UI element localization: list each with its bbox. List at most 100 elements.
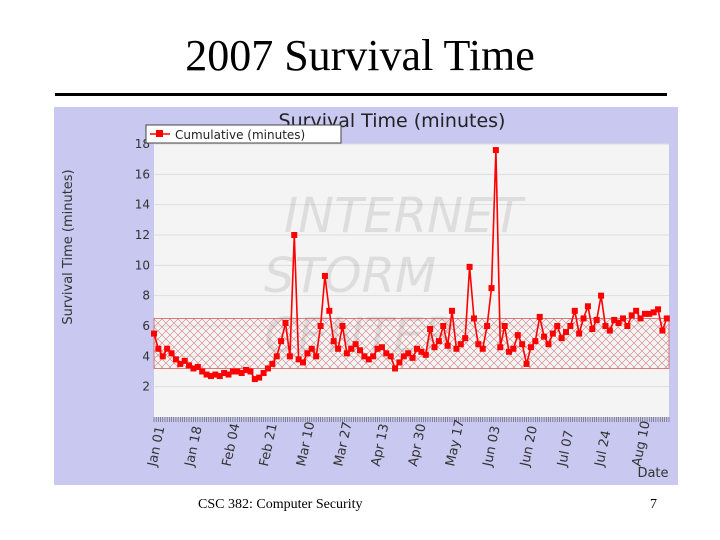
data-point: [159, 353, 166, 360]
data-point: [286, 353, 293, 360]
data-point: [466, 263, 473, 270]
title-rule: [55, 93, 667, 96]
data-point: [545, 341, 552, 348]
data-point: [291, 232, 298, 238]
series-markers: [151, 147, 670, 383]
data-point: [387, 353, 394, 360]
data-point: [497, 344, 504, 351]
data-point: [326, 307, 333, 314]
legend: Cumulative (minutes): [145, 124, 342, 144]
y-axis-label: Survival Time (minutes): [61, 169, 76, 324]
y-tick-label: 8: [142, 289, 150, 303]
data-point: [532, 338, 539, 345]
data-point: [510, 345, 517, 352]
data-point: [541, 333, 548, 340]
data-point: [431, 344, 438, 351]
data-point: [641, 310, 648, 317]
y-tick-label: 16: [135, 167, 150, 181]
data-point: [313, 353, 320, 360]
data-point: [549, 330, 556, 337]
data-point: [584, 303, 591, 310]
data-point: [194, 363, 201, 370]
data-point: [155, 345, 162, 352]
data-point: [619, 315, 626, 322]
data-point: [361, 353, 368, 360]
data-point: [295, 356, 302, 363]
data-point: [637, 315, 644, 322]
data-point: [563, 329, 569, 336]
data-point: [225, 371, 232, 378]
data-point: [589, 326, 596, 333]
data-point: [181, 357, 188, 364]
data-point: [352, 341, 359, 348]
data-point: [396, 359, 403, 366]
data-point: [229, 368, 236, 375]
data-point: [655, 306, 662, 313]
data-point: [624, 323, 631, 329]
data-point: [523, 360, 530, 367]
data-point: [335, 345, 342, 352]
data-point: [151, 330, 157, 337]
data-point: [409, 354, 416, 361]
y-tick-label: 2: [142, 380, 150, 394]
data-point: [269, 360, 276, 367]
legend-label: Cumulative (minutes): [175, 128, 305, 142]
data-point: [413, 345, 420, 352]
data-point: [470, 315, 477, 322]
data-point: [514, 332, 521, 339]
data-point: [234, 368, 241, 375]
data-point: [247, 368, 254, 375]
data-point: [321, 272, 328, 279]
footer-course: CSC 382: Computer Security: [198, 497, 363, 512]
x-axis-label: Date: [637, 466, 668, 481]
data-point: [383, 350, 390, 357]
data-point: [646, 310, 653, 317]
data-point: [435, 338, 442, 345]
data-point: [317, 323, 324, 329]
data-point: [392, 365, 399, 372]
data-point: [606, 327, 613, 334]
data-point: [422, 351, 429, 358]
data-point: [462, 335, 469, 342]
legend-marker: [156, 130, 163, 137]
data-point: [633, 307, 640, 314]
data-point: [449, 307, 456, 314]
y-tick-label: 10: [135, 258, 150, 272]
data-point: [339, 323, 346, 329]
data-point: [453, 345, 460, 352]
data-point: [567, 323, 574, 329]
data-point: [519, 341, 526, 348]
data-point: [650, 309, 657, 316]
data-point: [212, 371, 219, 378]
data-point: [278, 338, 285, 345]
data-point: [479, 345, 486, 352]
data-point: [168, 350, 175, 357]
data-point: [251, 376, 258, 383]
page-number: 7: [650, 497, 657, 512]
data-point: [602, 323, 609, 329]
data-point: [199, 368, 206, 375]
data-point: [558, 335, 565, 342]
data-point: [238, 370, 245, 377]
data-point: [663, 315, 670, 322]
data-point: [330, 338, 337, 345]
data-point: [475, 341, 482, 348]
data-point: [374, 345, 381, 352]
data-point: [216, 373, 223, 380]
data-point: [427, 326, 434, 333]
data-point: [628, 312, 635, 319]
slide-title: 2007 Survival Time: [185, 31, 535, 80]
data-point: [554, 323, 561, 329]
data-point: [300, 359, 307, 366]
data-point: [172, 356, 179, 363]
svg-text:STORM: STORM: [264, 248, 436, 304]
data-point: [440, 323, 447, 329]
data-point: [506, 348, 513, 355]
data-point: [343, 350, 350, 357]
data-point: [492, 147, 499, 154]
data-point: [571, 307, 578, 314]
data-point: [221, 370, 228, 377]
data-point: [365, 356, 372, 363]
